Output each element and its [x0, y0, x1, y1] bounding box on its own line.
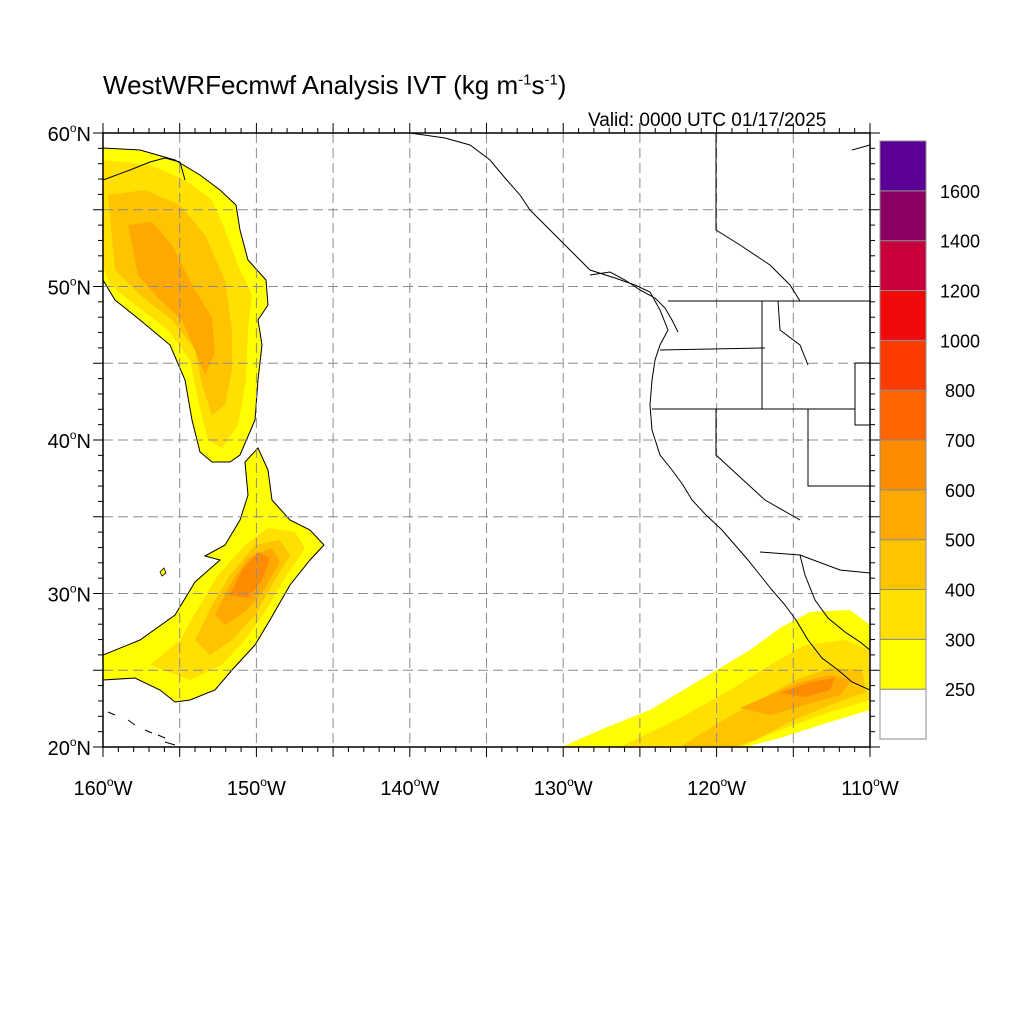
canada-coast [589, 271, 679, 333]
ne-corner-coast [851, 144, 870, 151]
mexico-border [759, 551, 870, 574]
ivt-plume-north-500 [128, 222, 215, 375]
lat-label: 30oN [48, 582, 91, 607]
lon-label: 110oW [841, 775, 899, 800]
nevada-california-border [715, 409, 801, 521]
colorbar-box [879, 439, 927, 491]
colorbar-label: 500 [945, 531, 975, 551]
map-title: WestWRFecmwf Analysis IVT (kg m-1s-1) [103, 70, 567, 100]
idaho-panhandle [777, 300, 809, 366]
lat-label: 50oN [48, 275, 91, 300]
baja-coast [795, 619, 870, 691]
ivt-field [103, 147, 870, 747]
latitude-labels: 60oN 50oN 40oN 30oN 20oN [48, 121, 91, 760]
colorbar-box [879, 539, 927, 591]
colorbar-label: 250 [945, 680, 975, 700]
ivt-plume-southeast-300 [620, 640, 870, 747]
utah-border [807, 409, 870, 487]
lon-label: 140oW [380, 775, 439, 800]
alaska-peninsula [103, 157, 186, 181]
colorbar-label: 700 [945, 431, 975, 451]
colorbar-box [879, 339, 927, 391]
colorbar-label: 400 [945, 581, 975, 601]
ivt-plume-central-600 [230, 552, 270, 598]
colorbar-label: 600 [945, 481, 975, 501]
hawaii-islands [107, 711, 176, 746]
ivt-speck [159, 567, 167, 577]
us-west-coast [649, 329, 797, 621]
washington-oregon-border [659, 347, 766, 351]
colorbar-box [879, 190, 927, 242]
canada-interior-border [715, 133, 801, 302]
gulf-california-coast [799, 554, 870, 651]
coastline [103, 133, 870, 746]
colorbar-label: 1400 [940, 232, 980, 252]
colorbar-box [879, 290, 927, 341]
colorbar-label: 1600 [940, 182, 980, 202]
colorbar-box [879, 638, 927, 690]
montana-wyoming-border [854, 362, 870, 426]
lon-label: 120oW [687, 775, 746, 800]
colorbar-label: 1200 [940, 282, 980, 302]
ivt-colorbar: 250 300 400 500 600 700 800 1000 1200 1400 1600 [879, 140, 980, 740]
axis-ticks [93, 123, 880, 757]
colorbar-box [879, 489, 927, 541]
colorbar-label: 800 [945, 381, 975, 401]
colorbar-box [879, 140, 927, 192]
colorbar-box [879, 589, 927, 640]
alaska-coast [409, 133, 669, 331]
colorbar-label: 300 [945, 630, 975, 650]
colorbar-box-below [879, 688, 927, 740]
lat-label: 40oN [48, 428, 91, 453]
lat-label: 20oN [48, 735, 91, 760]
lat-label: 60oN [48, 121, 91, 146]
longitude-labels: 160oW 150oW 140oW 130oW 120oW 110oW [74, 775, 899, 800]
colorbar-label: 1000 [940, 331, 980, 351]
ivt-plume-central-250 [103, 447, 325, 703]
lon-label: 130oW [534, 775, 593, 800]
valid-time: Valid: 0000 UTC 01/17/2025 [588, 110, 827, 131]
colorbar-box [879, 240, 927, 292]
map-grid [103, 133, 870, 747]
lon-label: 150oW [227, 775, 286, 800]
lon-label: 160oW [74, 775, 133, 800]
colorbar-box [879, 389, 927, 441]
